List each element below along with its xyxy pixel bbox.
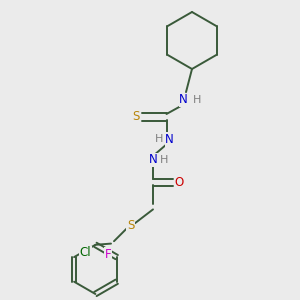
Text: H: H: [155, 134, 163, 145]
Text: N: N: [179, 93, 188, 106]
Text: F: F: [104, 248, 111, 261]
Text: S: S: [127, 219, 134, 232]
Text: N: N: [148, 153, 158, 166]
Text: N: N: [165, 133, 174, 146]
Text: S: S: [132, 110, 140, 124]
Text: O: O: [175, 176, 184, 189]
Text: Cl: Cl: [80, 246, 91, 259]
Text: H: H: [160, 154, 169, 165]
Text: H: H: [193, 94, 202, 105]
